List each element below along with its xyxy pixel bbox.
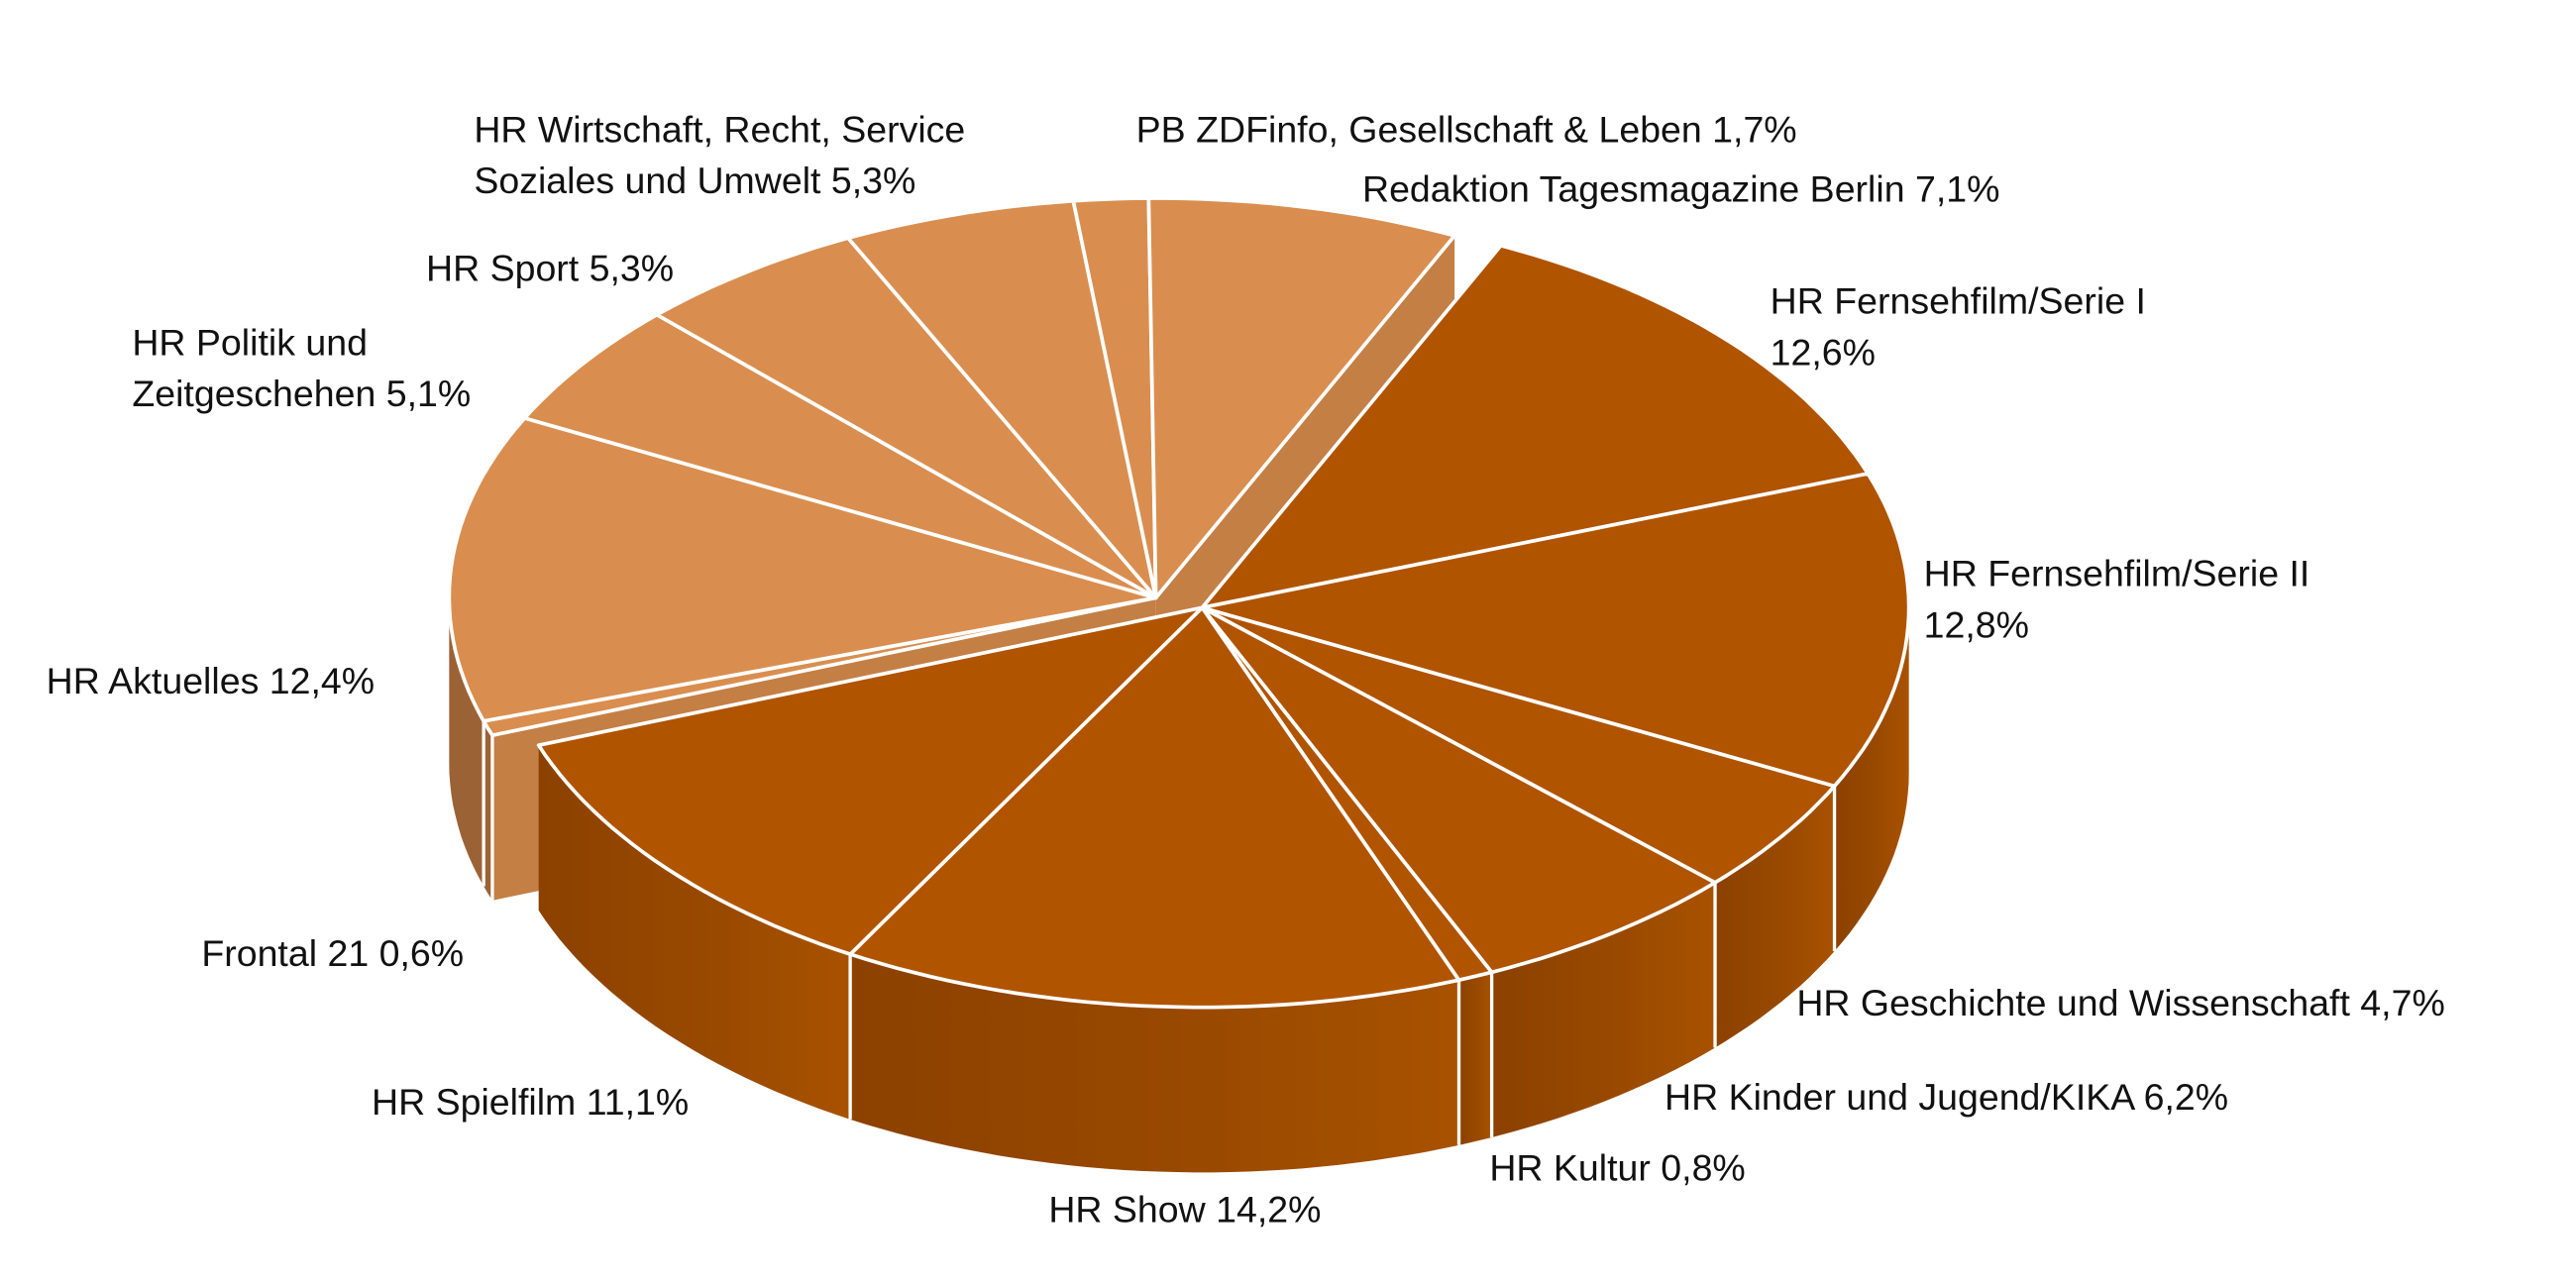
- slice-side: [1834, 607, 1909, 952]
- slice-label: PB ZDFinfo, Gesellschaft & Leben 1,7%: [1136, 108, 1797, 150]
- slice-hr-fernsehfilm-serie-i: [1200, 243, 1871, 610]
- slice-label: HR Geschichte und Wissenschaft 4,7%: [1796, 982, 2444, 1023]
- slice-label: HR Spielfilm 11,1%: [372, 1081, 689, 1123]
- slice-hr-fernsehfilm-serie-ii: [1200, 472, 1911, 789]
- slice-label: HR Aktuelles 12,4%: [47, 660, 375, 701]
- pie-3d: [447, 196, 1911, 1173]
- slice-hr-wirtschaft-recht-service-soziales-und-umwelt: [846, 199, 1158, 600]
- slice-side: [1458, 972, 1492, 1145]
- slice-hr-aktuelles: [447, 416, 1158, 723]
- slice-side: [1491, 882, 1715, 1137]
- slice-side: [1715, 786, 1835, 1048]
- slice-label: HR Sport 5,3%: [426, 247, 674, 288]
- slice-side: [538, 745, 851, 1120]
- slice-label: Soziales und Umwelt 5,3%: [474, 160, 915, 201]
- slice-hr-spielfilm: [536, 605, 1205, 956]
- slice-side: [850, 954, 1459, 1173]
- slice-hr-kinder-und-jugend-kika: [1200, 605, 1717, 975]
- slice-label: HR Kultur 0,8%: [1489, 1147, 1745, 1189]
- slice-label: Redaktion Tagesmagazine Berlin 7,1%: [1362, 167, 1999, 209]
- slice-label: Zeitgeschehen 5,1%: [132, 373, 471, 414]
- slice-hr-sport: [655, 236, 1158, 600]
- slice-label: HR Wirtschaft, Recht, Service: [474, 108, 965, 150]
- slice-label: HR Fernsehfilm/Serie I: [1771, 280, 2146, 322]
- slice-label: HR Politik und: [132, 321, 368, 363]
- slice-side: [483, 720, 493, 901]
- slice-label: HR Show 14,2%: [1048, 1188, 1321, 1230]
- slice-redaktion-tagesmagazine-berlin: [1146, 196, 1456, 600]
- slice-pb-zdfinfo-gesellschaft-leben: [1071, 196, 1158, 600]
- slice-label: HR Fernsehfilm/Serie II: [1924, 553, 2310, 594]
- slice-label: Frontal 21 0,6%: [201, 932, 464, 974]
- slice-label: HR Kinder und Jugend/KIKA 6,2%: [1664, 1076, 2228, 1118]
- slice-hr-politik-und-zeitgeschehen: [522, 312, 1158, 600]
- slice-hr-show: [848, 605, 1461, 1010]
- slice-label: 12,8%: [1924, 603, 2029, 645]
- slice-label: 12,6%: [1771, 331, 1876, 373]
- slice-labels: HR Fernsehfilm/Serie I 12,6% HR Fernsehfil…: [47, 108, 2445, 1230]
- slice-hr-geschichte-und-wissenschaft: [1200, 605, 1837, 885]
- slice-side: [449, 597, 484, 887]
